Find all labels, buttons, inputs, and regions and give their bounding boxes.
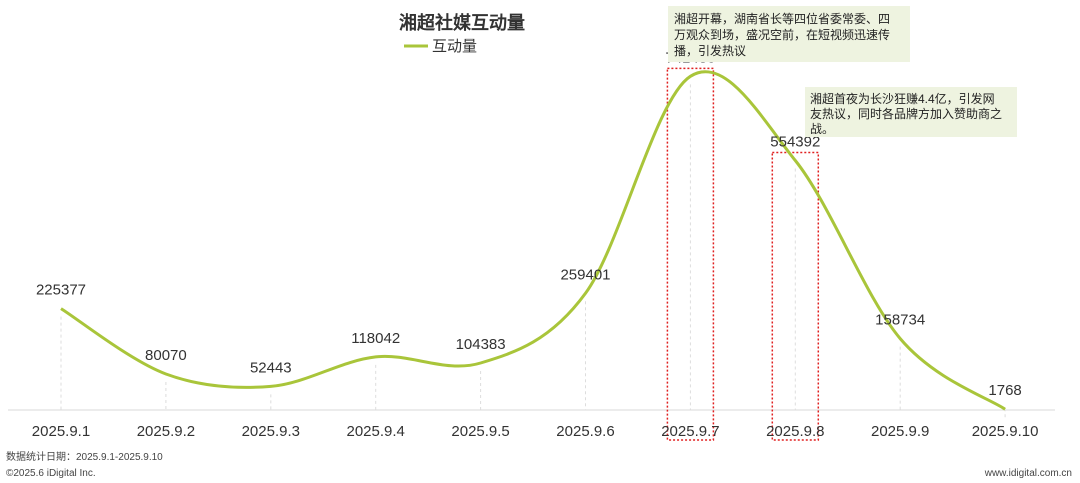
x-tick-label: 2025.9.2 xyxy=(137,423,195,440)
data-label: 259401 xyxy=(560,266,610,283)
data-label: 225377 xyxy=(36,282,86,299)
annotation-line: 播，引发热议 xyxy=(674,43,746,58)
annotation-line: 战。 xyxy=(810,122,834,136)
data-label: 80070 xyxy=(145,347,187,364)
footer-copyright: ©2025.6 iDigital Inc. xyxy=(6,468,96,479)
highlight-box xyxy=(666,67,715,441)
data-label: 118042 xyxy=(351,330,400,347)
data-label: 104383 xyxy=(456,336,506,353)
legend-label: 互动量 xyxy=(432,38,477,55)
footer-date-range: 数据统计日期：2025.9.1-2025.9.10 xyxy=(6,450,163,463)
data-labels: 2253778007052443118042104383259401741480… xyxy=(36,49,1022,399)
annotation-line: 友热议，同时各品牌方加入赞助商之 xyxy=(810,106,1002,121)
annotation-box xyxy=(668,6,910,62)
x-tick-label: 2025.9.9 xyxy=(871,423,929,440)
highlight-box xyxy=(771,151,820,441)
annotation-line: 万观众到场，盛况空前，在短视频迅速传 xyxy=(674,27,890,42)
x-tick-label: 2025.9.1 xyxy=(32,423,90,440)
x-tick-label: 2025.9.4 xyxy=(347,423,405,440)
x-tick-labels: 2025.9.1 2025.9.2 2025.9.3 2025.9.4 2025.9.5… xyxy=(32,423,1039,440)
annotation-2: 湘超首夜为长沙狂赚4.4亿，引发网 友热议，同时各品牌方加入赞助商之 战。 xyxy=(805,87,1017,137)
series-line-interaction xyxy=(60,70,1006,411)
x-tick-label: 2025.9.5 xyxy=(451,423,509,440)
highlight-boxes xyxy=(666,67,820,441)
annotation-line: 湘超首夜为长沙狂赚4.4亿，引发网 xyxy=(810,91,995,106)
footer-website: www.idigital.com.cn xyxy=(984,468,1072,479)
data-label: 52443 xyxy=(250,359,292,376)
data-label: 1768 xyxy=(988,382,1021,399)
legend: 互动量 xyxy=(404,38,477,55)
x-tick-label: 2025.9.3 xyxy=(242,423,300,440)
annotation-line: 湘超开幕，湖南省长等四位省委常委、四 xyxy=(674,11,890,26)
annotation-1: 湘超开幕，湖南省长等四位省委常委、四 万观众到场，盛况空前，在短视频迅速传 播，… xyxy=(668,6,910,62)
data-label: 554392 xyxy=(770,134,820,151)
guide-lines xyxy=(60,84,1006,418)
x-tick-label: 2025.9.10 xyxy=(972,423,1039,440)
x-tick-label: 2025.9.6 xyxy=(556,423,614,440)
x-tick-label: 2025.9.7 xyxy=(661,423,719,440)
data-label: 158734 xyxy=(875,312,925,329)
x-tick-label: 2025.9.8 xyxy=(766,423,824,440)
annotation-box xyxy=(805,87,1017,137)
chart-title: 湘超社媒互动量 xyxy=(399,12,525,33)
